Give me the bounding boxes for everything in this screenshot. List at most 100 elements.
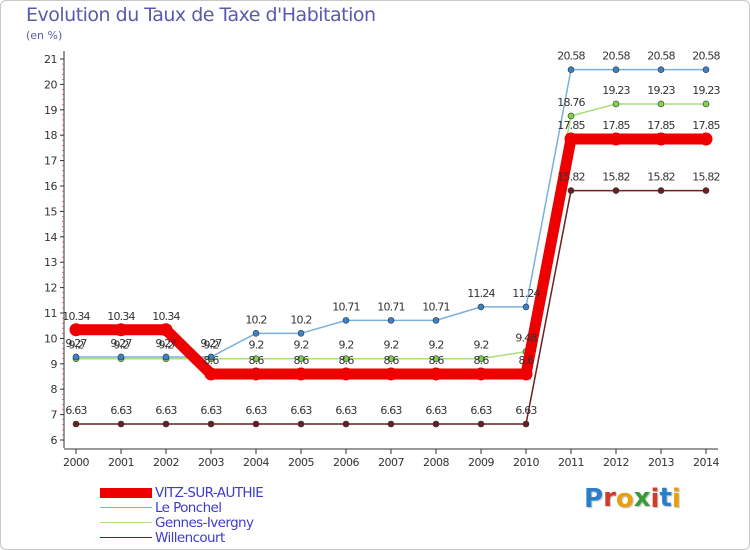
legend-label: Le Ponchel [155, 499, 222, 516]
x-tick-label: 2007 [378, 456, 404, 469]
data-label: 9.48 [515, 332, 537, 345]
data-point [162, 420, 170, 428]
legend-label: VITZ-SUR-AUTHIE [155, 484, 264, 501]
data-label: 9.27 [200, 337, 222, 350]
data-point [657, 187, 665, 194]
y-tick-label: 8 [51, 383, 58, 396]
data-point [657, 100, 665, 108]
data-point [342, 420, 350, 428]
data-point [249, 367, 263, 381]
y-tick-label: 7 [51, 409, 58, 422]
chart-subtitle: (en %) [26, 29, 63, 42]
data-point [567, 112, 575, 120]
data-label: 17.85 [602, 119, 630, 132]
data-label: 15.82 [647, 171, 675, 184]
data-point [612, 66, 620, 73]
x-tick-label: 2002 [153, 456, 179, 469]
legend-swatch [100, 536, 152, 539]
data-point [432, 420, 440, 428]
x-tick-label: 2001 [108, 456, 134, 469]
data-label: 9.27 [110, 337, 132, 350]
data-point [162, 353, 170, 361]
data-point [522, 303, 530, 311]
y-tick-label: 18 [44, 129, 57, 142]
data-label: 10.34 [107, 310, 135, 323]
data-point [564, 132, 578, 146]
x-tick-label: 2004 [243, 456, 269, 469]
data-point [474, 367, 488, 381]
data-point [297, 355, 305, 363]
data-label: 10.2 [290, 313, 311, 326]
data-label: 11.24 [512, 287, 540, 300]
x-tick-label: 2003 [198, 456, 224, 469]
data-point [342, 317, 350, 324]
data-label: 9.2 [113, 339, 128, 352]
data-label: 6.63 [65, 404, 87, 417]
data-point [702, 100, 710, 108]
data-point [72, 353, 80, 361]
data-point [519, 367, 533, 381]
data-point [477, 355, 485, 363]
x-tick-label: 2014 [693, 456, 719, 469]
y-tick-label: 6 [51, 434, 58, 447]
data-point [612, 187, 620, 194]
legend-swatch [100, 487, 152, 498]
data-point [609, 132, 623, 146]
data-point [114, 323, 128, 337]
data-label: 8.6 [428, 354, 444, 367]
data-label: 17.85 [647, 119, 675, 132]
data-point [387, 317, 395, 324]
legend-item: Willencourt [100, 529, 263, 546]
y-tick-label: 16 [44, 180, 57, 193]
data-label: 6.63 [335, 404, 357, 417]
data-point [204, 367, 218, 381]
y-tick-label: 13 [44, 256, 57, 269]
line-chart: 6 7 8 9 10 11 12 13 14 15 16 17 18 19 20 21 2000 2001 2002… [44, 50, 721, 469]
legend-item: Gennes-Ivergny [100, 515, 263, 531]
data-point [612, 100, 620, 108]
x-tick-label: 2008 [423, 456, 449, 469]
data-label: 8.6 [338, 354, 354, 367]
data-label: 20.58 [557, 50, 585, 63]
data-label: 6.63 [380, 404, 402, 417]
data-point [252, 355, 260, 363]
legend-swatch [100, 506, 152, 509]
data-label: 9.2 [203, 339, 218, 352]
legend-swatch [100, 521, 152, 524]
legend-label: Willencourt [155, 529, 225, 546]
data-point [702, 66, 710, 73]
y-tick-label: 10 [44, 332, 57, 345]
data-label: 10.71 [377, 300, 405, 313]
data-label: 6.63 [425, 404, 447, 417]
data-point [69, 323, 83, 337]
proxiti-logo: Proxiti [584, 483, 681, 514]
data-point [702, 187, 710, 194]
data-point [699, 132, 713, 146]
data-label: 6.63 [110, 404, 132, 417]
data-point [207, 420, 215, 428]
x-tick-label: 2006 [333, 456, 359, 469]
y-tick-label: 21 [44, 53, 57, 66]
data-point [117, 353, 125, 361]
x-tick-label: 2005 [288, 456, 314, 469]
data-label: 8.6 [203, 354, 219, 367]
data-label: 18.76 [557, 96, 585, 109]
data-label: 15.82 [557, 171, 585, 184]
data-label: 19.23 [602, 84, 630, 97]
data-label: 10.2 [245, 313, 266, 326]
data-label: 15.82 [692, 171, 720, 184]
data-point [252, 330, 260, 337]
data-label: 6.63 [245, 404, 267, 417]
data-point [297, 330, 305, 337]
data-point [429, 367, 443, 381]
data-point [477, 420, 485, 428]
data-label: 9.2 [428, 339, 443, 352]
data-point [342, 355, 350, 363]
data-label: 6.63 [290, 404, 312, 417]
data-label: 20.58 [647, 50, 675, 63]
data-label: 8.6 [293, 354, 309, 367]
data-point [159, 323, 173, 337]
y-tick-label: 17 [44, 155, 57, 168]
data-label: 10.71 [422, 300, 450, 313]
